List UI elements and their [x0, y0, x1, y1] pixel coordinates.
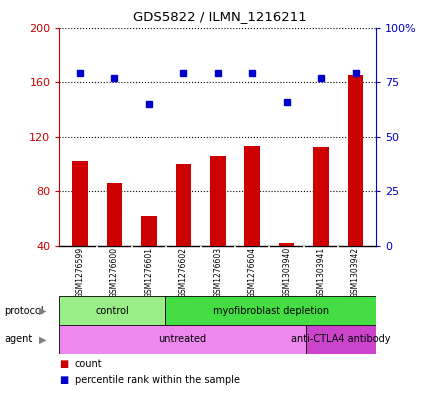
Text: ■: ■ — [59, 375, 69, 385]
Text: GSM1303940: GSM1303940 — [282, 247, 291, 298]
Text: anti-CTLA4 antibody: anti-CTLA4 antibody — [291, 334, 391, 344]
Text: count: count — [75, 359, 103, 369]
Text: myofibroblast depletion: myofibroblast depletion — [213, 306, 329, 316]
Bar — [176, 164, 191, 246]
Text: GSM1276602: GSM1276602 — [179, 247, 188, 298]
Text: percentile rank within the sample: percentile rank within the sample — [75, 375, 240, 385]
Text: GSM1303941: GSM1303941 — [317, 247, 326, 298]
Text: ▶: ▶ — [39, 306, 46, 316]
Text: GSM1276600: GSM1276600 — [110, 247, 119, 298]
Bar — [348, 75, 363, 246]
Text: ■: ■ — [59, 359, 69, 369]
Bar — [306, 325, 376, 354]
Text: GSM1276604: GSM1276604 — [248, 247, 257, 298]
Text: control: control — [95, 306, 129, 316]
Bar — [72, 161, 88, 246]
Bar — [245, 146, 260, 246]
Text: protocol: protocol — [4, 306, 44, 316]
Bar — [313, 147, 329, 246]
Bar — [59, 325, 306, 354]
Text: GSM1276599: GSM1276599 — [76, 247, 84, 298]
Bar — [107, 183, 122, 246]
Bar — [59, 296, 165, 325]
Text: ▶: ▶ — [39, 334, 46, 344]
Bar — [279, 243, 294, 246]
Bar — [165, 296, 376, 325]
Text: GDS5822 / ILMN_1216211: GDS5822 / ILMN_1216211 — [133, 10, 307, 23]
Bar — [210, 156, 226, 246]
Text: agent: agent — [4, 334, 33, 344]
Text: GSM1303942: GSM1303942 — [351, 247, 360, 298]
Bar — [141, 216, 157, 246]
Text: untreated: untreated — [158, 334, 207, 344]
Text: GSM1276601: GSM1276601 — [144, 247, 154, 298]
Text: GSM1276603: GSM1276603 — [213, 247, 222, 298]
